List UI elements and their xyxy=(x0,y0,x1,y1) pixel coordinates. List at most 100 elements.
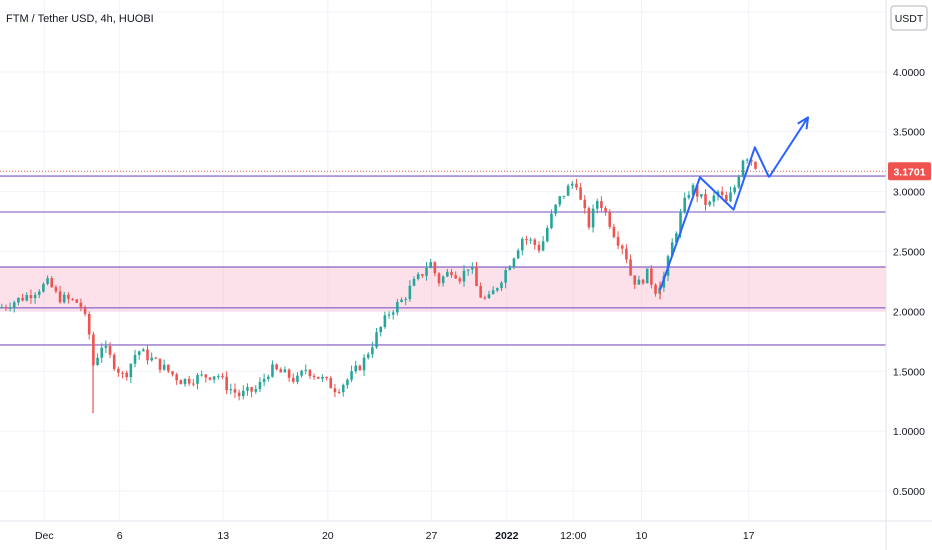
candle-body xyxy=(46,278,49,284)
x-tick-label: 27 xyxy=(426,530,438,542)
candle-body xyxy=(321,377,324,379)
candle-body xyxy=(575,183,578,188)
time-axis[interactable]: Dec 6 13 20 27 2022 12:00 10 17 xyxy=(35,530,755,542)
candle-body xyxy=(471,267,474,270)
candle-body xyxy=(729,192,732,202)
candle-body xyxy=(225,376,228,391)
horizontal-levels xyxy=(0,170,886,346)
candle-body xyxy=(67,294,70,299)
currency-button[interactable]: USDT xyxy=(890,5,928,31)
candle-body xyxy=(525,238,528,240)
candle-body xyxy=(121,372,124,374)
candle-body xyxy=(108,345,112,355)
candle-body xyxy=(96,357,99,366)
candle-body xyxy=(262,378,266,382)
candlesticks xyxy=(0,158,757,414)
candle-body xyxy=(129,363,133,378)
candle-body xyxy=(583,199,587,209)
candle-body xyxy=(654,284,657,294)
y-tick-label: 3.0000 xyxy=(893,187,925,199)
candle-body xyxy=(675,233,678,243)
candle-body xyxy=(167,364,170,372)
candle-body xyxy=(425,267,428,276)
y-tick-label: 4.0000 xyxy=(893,67,925,79)
candle-body xyxy=(171,371,174,375)
y-tick-label: 2.5000 xyxy=(893,247,925,259)
candle-body xyxy=(554,204,557,214)
candle-body xyxy=(237,392,241,397)
candle-body xyxy=(670,242,674,257)
candle-body xyxy=(650,268,653,285)
trend-drawing[interactable] xyxy=(659,116,810,291)
candle-body xyxy=(125,372,128,378)
candle-body xyxy=(754,161,757,169)
candle-body xyxy=(362,357,366,371)
x-tick-label: Dec xyxy=(35,530,54,542)
candle-body xyxy=(29,295,33,299)
candle-body xyxy=(558,196,562,205)
candle-body xyxy=(545,227,549,242)
candle-body xyxy=(200,374,203,376)
support-zone-rect xyxy=(0,265,886,312)
candle-body xyxy=(266,376,270,379)
candle-body xyxy=(450,271,453,276)
candle-body xyxy=(479,286,482,298)
candle-body xyxy=(587,208,591,228)
candle-body xyxy=(246,387,249,391)
candle-body xyxy=(142,349,145,352)
grid-lines xyxy=(0,0,886,521)
candle-body xyxy=(212,376,216,380)
candle-body xyxy=(529,239,532,241)
candle-body xyxy=(579,187,582,200)
candle-body xyxy=(379,326,383,333)
candle-body xyxy=(641,279,645,284)
candle-body xyxy=(562,195,566,197)
candle-body xyxy=(50,278,54,288)
candle-body xyxy=(733,187,736,193)
y-tick-label: 0.5000 xyxy=(893,486,925,498)
candle-body xyxy=(146,349,149,361)
candle-body xyxy=(462,270,466,282)
candle-body xyxy=(725,195,728,202)
candle-body xyxy=(704,194,707,205)
candle-body xyxy=(333,388,337,393)
candle-body xyxy=(412,278,416,286)
candle-body xyxy=(258,381,262,390)
candle-body xyxy=(620,245,624,249)
candle-body xyxy=(275,364,278,370)
candle-body xyxy=(446,271,449,277)
candle-body xyxy=(712,195,716,202)
candle-body xyxy=(508,267,512,271)
x-tick-label: 13 xyxy=(217,530,229,542)
candle-body xyxy=(466,269,470,271)
candle-body xyxy=(221,376,224,378)
candle-body xyxy=(8,307,12,309)
candle-body xyxy=(75,299,79,303)
candle-body xyxy=(737,176,741,188)
candle-body xyxy=(566,185,570,196)
candle-body xyxy=(500,282,503,289)
candle-body xyxy=(483,297,487,299)
candle-body xyxy=(512,258,516,268)
candle-body xyxy=(25,295,29,301)
candle-body xyxy=(521,238,524,251)
candle-body xyxy=(745,159,749,161)
candle-body xyxy=(341,385,345,393)
candle-body xyxy=(112,354,116,369)
y-tick-label: 1.5000 xyxy=(893,366,925,378)
candle-body xyxy=(337,392,341,394)
candle-body xyxy=(308,369,312,377)
candle-body xyxy=(700,194,703,197)
candle-body xyxy=(404,299,407,301)
projection-arrow-line xyxy=(768,116,809,178)
candle-body xyxy=(287,369,291,378)
candle-body xyxy=(100,347,104,358)
candle-body xyxy=(391,312,395,315)
candle-body xyxy=(33,294,37,299)
candle-body xyxy=(416,274,420,279)
candle-body xyxy=(383,315,387,327)
candle-body xyxy=(720,191,724,196)
last-price-tag: 3.1701 xyxy=(888,162,931,181)
candle-body xyxy=(117,368,120,373)
